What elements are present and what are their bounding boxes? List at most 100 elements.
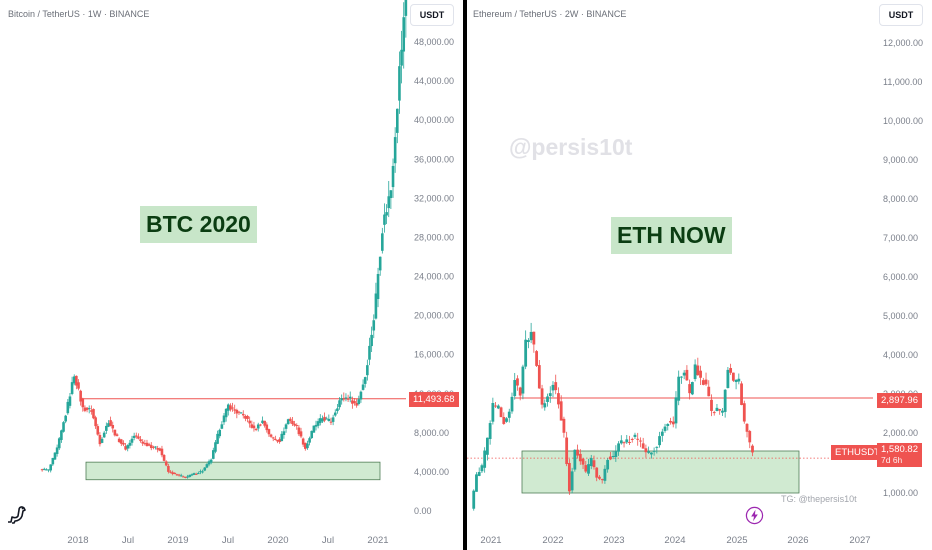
candle-body xyxy=(301,438,305,445)
candle-body xyxy=(685,369,689,381)
candle-body xyxy=(600,479,604,481)
candle-body xyxy=(526,340,530,343)
candle-body xyxy=(496,405,500,409)
candle-body xyxy=(66,401,70,414)
candle-body xyxy=(699,370,702,378)
candle-body xyxy=(175,474,179,476)
candle-body xyxy=(404,0,408,16)
x-axis-tick-label: 2020 xyxy=(267,535,288,546)
candle-body xyxy=(323,416,326,421)
candle-body xyxy=(628,441,631,443)
candle-body xyxy=(499,407,503,418)
candle-body xyxy=(64,415,67,422)
candle-body xyxy=(107,423,110,427)
candle-body xyxy=(139,439,142,442)
candle-body xyxy=(543,403,547,408)
candle-body xyxy=(252,425,256,429)
candle-body xyxy=(485,437,489,455)
btc-chart-canvas[interactable]: 48,000.00 44,000.00 40,000.00 36,000.00 32,0… xyxy=(0,0,463,550)
candle-body xyxy=(186,476,189,478)
candle-body xyxy=(611,455,615,457)
candle-body xyxy=(220,424,224,429)
lightning-icon[interactable] xyxy=(745,506,764,525)
candle-body xyxy=(589,458,593,467)
candle-body xyxy=(718,409,722,411)
y-axis-tick-label: 9,000.00 xyxy=(883,155,918,165)
candle-body xyxy=(100,438,104,443)
candle-body xyxy=(197,473,200,475)
candle-body xyxy=(505,418,508,422)
x-axis-tick-label: 2021 xyxy=(367,535,388,546)
btc-chart-title: Bitcoin / TetherUS · 1W · BINANCE xyxy=(8,9,150,19)
eth-currency-button[interactable]: USDT xyxy=(879,4,923,26)
candle-body xyxy=(567,462,571,492)
candle-body xyxy=(207,461,211,465)
candle-body xyxy=(502,417,506,424)
candle-body xyxy=(145,442,149,447)
candle-body xyxy=(274,438,277,440)
candle-body xyxy=(293,423,296,426)
candle-body xyxy=(740,383,743,405)
candle-body xyxy=(246,415,249,419)
candle-body xyxy=(98,435,102,445)
btc-currency-button[interactable]: USDT xyxy=(410,4,454,26)
candle-body xyxy=(710,399,713,411)
y-axis-tick-label: 36,000.00 xyxy=(414,154,454,164)
candle-body xyxy=(524,339,528,367)
candle-body xyxy=(737,378,741,382)
candle-body xyxy=(540,388,544,405)
candle-body xyxy=(177,474,181,476)
y-axis-tick-label: 1,000.00 xyxy=(883,488,918,498)
candle-body xyxy=(570,471,574,491)
candle-body xyxy=(731,372,735,381)
telegram-handle: TG: @thepersis10t xyxy=(781,494,857,504)
candle-body xyxy=(677,376,681,401)
candle-body xyxy=(598,476,601,479)
y-axis-tick-label: 40,000.00 xyxy=(414,115,454,125)
candle-body xyxy=(674,397,678,424)
candle-body xyxy=(483,450,487,468)
candle-body xyxy=(472,490,476,509)
candle-body xyxy=(622,442,626,444)
candle-body xyxy=(87,408,91,410)
candle-body xyxy=(291,420,294,425)
eth-symbol-tag: ETHUSDT xyxy=(831,445,884,460)
candle-body xyxy=(346,398,350,400)
candle-body xyxy=(376,274,380,300)
candle-body xyxy=(173,472,177,474)
support-zone xyxy=(85,461,381,481)
y-axis-tick-label: 4,000.00 xyxy=(414,467,449,477)
candle-body xyxy=(261,420,264,424)
candle-body xyxy=(164,461,168,466)
candle-body xyxy=(357,399,361,405)
candle-body xyxy=(331,417,335,422)
candle-body xyxy=(521,366,525,394)
tradingview-dino-icon[interactable] xyxy=(4,502,28,526)
x-axis-tick-label: 2019 xyxy=(167,535,188,546)
y-axis-tick-label: 28,000.00 xyxy=(414,232,454,242)
candle-body xyxy=(126,445,130,449)
candle-body xyxy=(282,431,286,436)
candle-body xyxy=(372,320,376,331)
x-axis-tick-label: 2024 xyxy=(664,535,685,546)
candle-body xyxy=(387,196,391,209)
candle-body xyxy=(688,384,692,394)
candle-body xyxy=(619,440,623,444)
candle-body xyxy=(267,429,271,435)
eth-chart-canvas[interactable]: 12,000.00 11,000.00 10,000.00 9,000.00 8,000… xyxy=(467,0,932,550)
candle-body xyxy=(400,49,403,66)
candle-body xyxy=(396,108,399,133)
candle-body xyxy=(475,474,478,492)
candle-body xyxy=(321,418,324,422)
candle-body xyxy=(312,425,316,433)
candle-body xyxy=(603,468,607,481)
y-axis-tick-label: 44,000.00 xyxy=(414,76,454,86)
candle-body xyxy=(297,427,301,435)
candle-body xyxy=(289,418,292,421)
candle-body xyxy=(79,390,82,402)
candle-body xyxy=(363,377,367,384)
candle-body xyxy=(535,351,538,366)
candle-body xyxy=(584,465,588,472)
candle-body xyxy=(132,435,136,438)
candle-body xyxy=(316,421,320,426)
